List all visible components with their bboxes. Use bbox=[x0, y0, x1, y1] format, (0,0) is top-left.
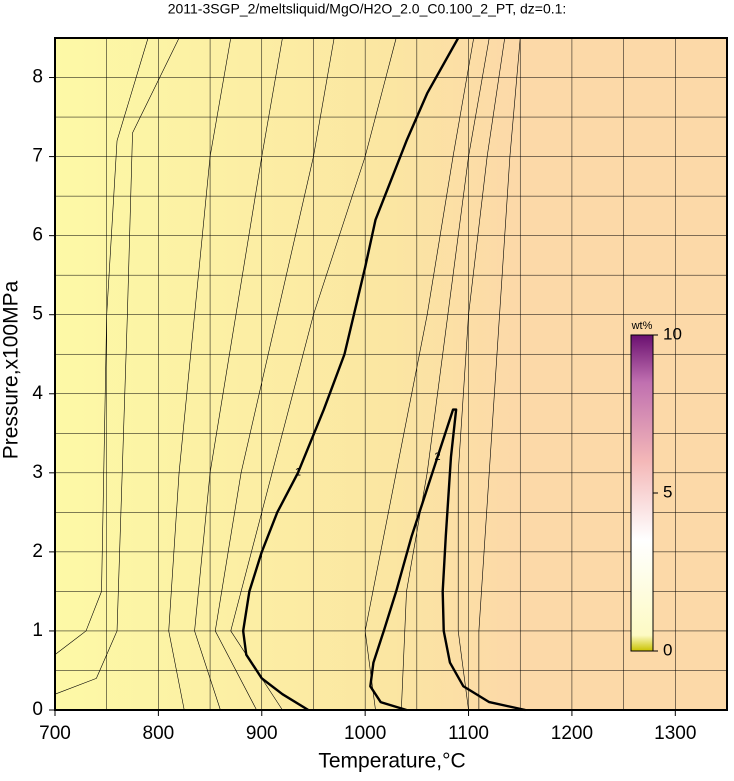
contour-line bbox=[241, 37, 460, 712]
y-tick-label: 8 bbox=[32, 67, 43, 88]
y-tick-label: 2 bbox=[32, 541, 43, 562]
plot: 1 2 700 800 900 1000 1100 1200 1300 0 1 2 3 4 5 6 7 8 wt% 0… bbox=[32, 37, 728, 744]
thin-contour bbox=[168, 37, 232, 711]
x-tick-label: 700 bbox=[39, 723, 71, 744]
y-tick-label: 6 bbox=[32, 225, 43, 246]
thin-contour bbox=[457, 37, 506, 711]
colorbar-tick-label: 10 bbox=[663, 324, 682, 343]
thin-contour bbox=[214, 37, 335, 711]
thin-contour bbox=[364, 37, 475, 711]
contour-label: 2 bbox=[434, 451, 440, 463]
colorbar-tick-label: 0 bbox=[663, 640, 672, 659]
x-tick-label: 1300 bbox=[654, 723, 696, 744]
y-tick-label: 3 bbox=[32, 462, 43, 483]
x-tick-label: 1100 bbox=[448, 723, 489, 744]
x-axis-label: Temperature,°C bbox=[318, 750, 465, 773]
plot-frame bbox=[54, 37, 728, 711]
colorbar-tick-label: 5 bbox=[663, 482, 672, 501]
y-axis-label: Pressure,x100MPa bbox=[0, 280, 23, 459]
thin-contour bbox=[478, 37, 521, 710]
colorbar bbox=[630, 334, 654, 652]
y-tick-label: 0 bbox=[32, 699, 43, 720]
y-tick-label: 7 bbox=[32, 146, 43, 167]
thin-contour bbox=[401, 37, 490, 711]
thin-contour bbox=[54, 37, 149, 655]
y-tick-label: 5 bbox=[32, 304, 43, 325]
x-tick-label: 1000 bbox=[344, 723, 386, 744]
x-tick-label: 900 bbox=[246, 723, 278, 744]
x-tick-label: 1200 bbox=[551, 723, 593, 744]
colorbar-label: wt% bbox=[631, 320, 653, 332]
thin-contour bbox=[194, 37, 283, 711]
plot-background bbox=[55, 38, 727, 710]
x-tick-label: 800 bbox=[143, 723, 175, 744]
y-tick-label: 1 bbox=[32, 620, 43, 641]
contour-label: 1 bbox=[295, 467, 301, 479]
y-tick-label: 4 bbox=[32, 383, 43, 404]
chart-title: 2011-3SGP_2/meltsliquid/MgO/H2O_2.0_C0.1… bbox=[168, 1, 567, 17]
thin-contour bbox=[230, 37, 397, 711]
contour-line bbox=[369, 408, 526, 712]
thin-contour bbox=[54, 37, 180, 695]
